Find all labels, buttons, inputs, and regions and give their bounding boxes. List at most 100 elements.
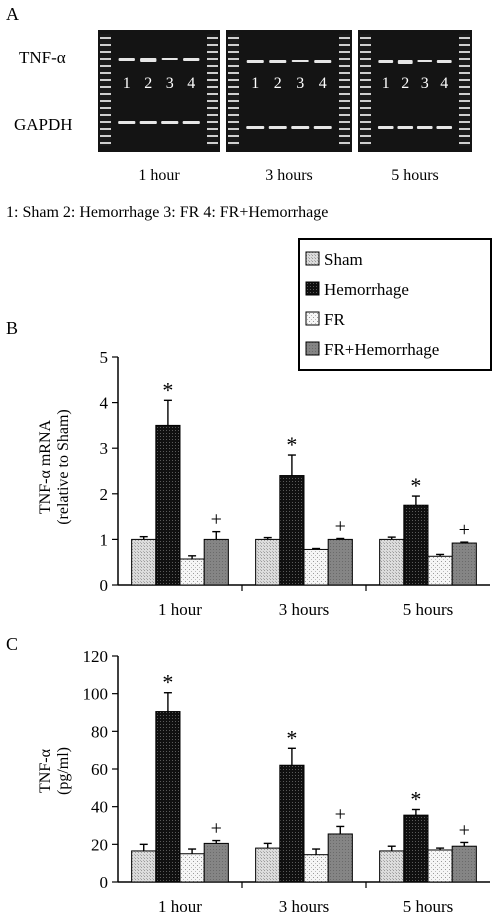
x-tick-label: 3 hours [279, 600, 330, 619]
band-tnf [246, 60, 264, 63]
lane-number: 4 [440, 75, 448, 92]
legend: Sham Hemorrhage FR FR+Hemorrhage [298, 238, 492, 371]
band-gapdh [436, 126, 453, 129]
band-gapdh [268, 126, 287, 129]
ladder-left [360, 34, 371, 146]
legend-swatch [305, 311, 320, 326]
y-tick-label: 100 [83, 685, 109, 704]
significance-star: * [162, 377, 173, 402]
band-tnf [397, 60, 413, 64]
bar-hemorrhage [155, 424, 181, 586]
gel-timepoint-label: 3 hours [265, 167, 313, 184]
legend-swatch [305, 251, 320, 266]
legend-label: Hemorrhage [324, 280, 409, 299]
y-tick-label: 3 [100, 439, 109, 458]
gel-timepoint-labels: 1 hour 3 hours 5 hours [138, 167, 438, 184]
ladder-right [207, 34, 218, 146]
bar-sham [379, 850, 405, 883]
band-tnf [140, 58, 157, 62]
band-tnf [378, 60, 394, 63]
chart-panel-b: TNF-α mRNA (relative to Sham) 0 1 2 3 4 5 1 hour… [37, 348, 490, 619]
band-gapdh [416, 126, 433, 129]
bar-sham [379, 538, 405, 586]
significance-star: * [286, 432, 297, 457]
band-tnf [118, 58, 135, 61]
y-tick-label: 1 [100, 530, 109, 549]
band-tnf [436, 60, 452, 63]
y-axis-label-unit: (pg/ml) [55, 747, 72, 795]
ladder-right [339, 34, 350, 146]
y-tick-label: 4 [100, 394, 109, 413]
band-tnf [183, 58, 200, 61]
band-gapdh [291, 126, 310, 129]
legend-swatch [305, 281, 320, 296]
significance-plus: + [335, 803, 346, 825]
gene-label-gapdh: GAPDH [14, 115, 73, 134]
bar-fr-hemorrhage [451, 542, 477, 586]
legend-label: FR [324, 310, 345, 329]
band-tnf [269, 60, 287, 63]
bar-hemorrhage [279, 764, 305, 883]
ladder-left [100, 34, 111, 146]
bar-fr-hemorrhage [327, 538, 353, 586]
ladder-left [228, 34, 239, 146]
significance-plus: + [211, 509, 222, 531]
bar-fr-hemorrhage [327, 833, 353, 883]
bar-hemorrhage [403, 814, 429, 883]
band-gapdh [182, 121, 200, 124]
band-gapdh [118, 121, 136, 124]
significance-plus: + [211, 818, 222, 840]
panel-a-label: A [6, 4, 19, 24]
y-axis-label-unit: (relative to Sham) [55, 409, 72, 525]
band-tnf [291, 60, 309, 62]
bar-sham [131, 538, 157, 586]
bar-sham [131, 850, 157, 883]
lane-number: 2 [274, 75, 282, 92]
lane-number: 4 [319, 75, 327, 92]
significance-plus: + [335, 515, 346, 537]
lane-number: 3 [166, 75, 174, 92]
y-tick-label: 5 [100, 348, 109, 367]
bar-fr-hemorrhage [203, 842, 229, 883]
lane-number: 3 [296, 75, 304, 92]
bar-fr [179, 558, 205, 586]
band-gapdh [397, 126, 414, 129]
y-tick-label: 60 [91, 760, 108, 779]
legend-item: Sham [305, 250, 363, 269]
band-gapdh [313, 126, 332, 129]
lane-number: 1 [251, 75, 259, 92]
gel-timepoint-label: 1 hour [138, 167, 180, 184]
legend-label: Sham [324, 250, 363, 269]
y-tick-label: 20 [91, 835, 108, 854]
bar-hemorrhage [403, 504, 429, 586]
band-tnf [314, 60, 332, 63]
legend-label: FR+Hemorrhage [324, 340, 439, 359]
x-tick-label: 1 hour [158, 600, 202, 619]
panel-b-label: B [6, 318, 18, 338]
bar-fr-hemorrhage [203, 538, 229, 586]
gel-background [226, 30, 352, 152]
lane-number: 3 [421, 75, 429, 92]
y-tick-label: 0 [100, 873, 109, 892]
legend-item: FR+Hemorrhage [305, 340, 439, 359]
legend-item: Hemorrhage [305, 280, 409, 299]
legend-item: FR [305, 310, 345, 329]
significance-plus: + [459, 519, 470, 541]
x-tick-label: 1 hour [158, 897, 202, 916]
x-tick-label: 3 hours [279, 897, 330, 916]
band-gapdh [377, 126, 394, 129]
y-tick-label: 120 [83, 647, 109, 666]
significance-plus: + [459, 819, 470, 841]
legend-swatch [305, 341, 320, 356]
bar-hemorrhage [279, 475, 305, 586]
x-tick-label: 5 hours [403, 600, 454, 619]
y-tick-label: 2 [100, 485, 109, 504]
ladder-right [459, 34, 470, 146]
y-tick-label: 40 [91, 798, 108, 817]
significance-star: * [410, 473, 421, 498]
bar-fr [303, 548, 329, 586]
bar-fr-hemorrhage [451, 845, 477, 883]
